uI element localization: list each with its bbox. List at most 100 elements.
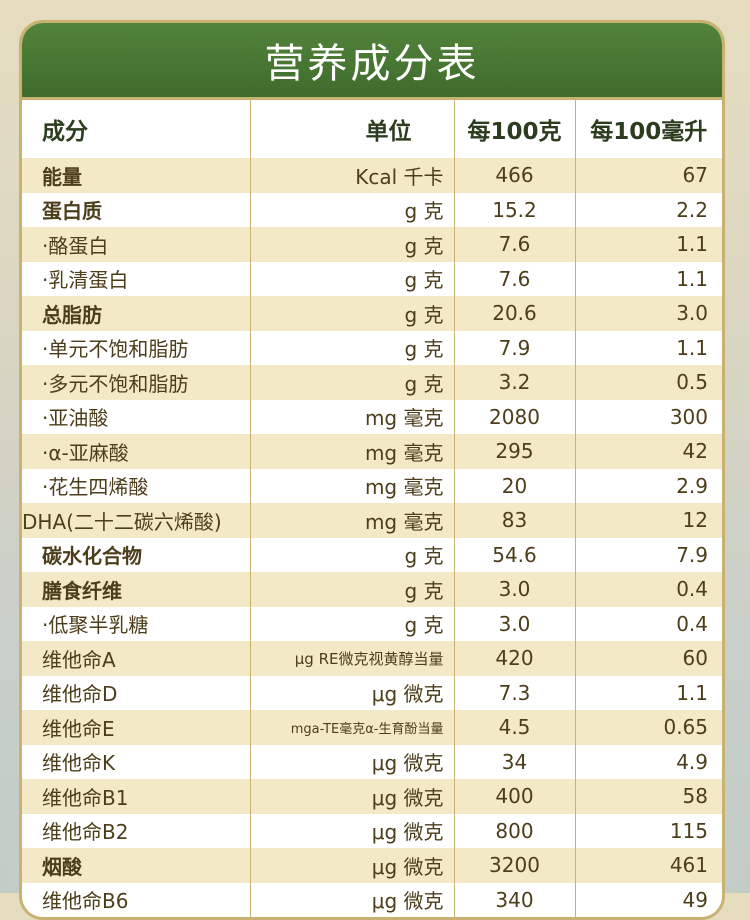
row-per-100g: 54.6 <box>454 537 576 572</box>
table-row: 维他命E mga-TE毫克α-生育酚当量 4.5 0.65 <box>22 710 722 745</box>
table-row: ·花生四烯酸 mg 毫克 20 2.9 <box>22 468 722 503</box>
column-header-unit: 单位 <box>250 100 455 158</box>
row-unit: g 克 <box>250 537 455 572</box>
row-per-100g: 7.6 <box>454 261 576 296</box>
row-unit: μg 微克 <box>250 848 455 883</box>
row-per-100ml: 300 <box>575 399 722 434</box>
row-per-100ml: 3.0 <box>575 296 722 331</box>
row-per-100g: 2080 <box>454 399 576 434</box>
table-row: ·单元不饱和脂肪 g 克 7.9 1.1 <box>22 330 722 365</box>
row-unit: g 克 <box>250 261 455 296</box>
row-name: ·亚油酸 <box>22 399 251 434</box>
row-name: ·α-亚麻酸 <box>22 434 251 469</box>
row-unit: μg 微克 <box>250 675 455 710</box>
row-unit: mg 毫克 <box>250 503 455 538</box>
row-per-100g: 83 <box>454 503 576 538</box>
row-per-100ml: 42 <box>575 434 722 469</box>
row-per-100ml: 49 <box>575 882 722 917</box>
row-name: 维他命K <box>22 744 251 779</box>
row-per-100ml: 58 <box>575 779 722 814</box>
row-per-100g: 7.3 <box>454 675 576 710</box>
row-name: 维他命D <box>22 675 251 710</box>
row-unit: μg 微克 <box>250 882 455 917</box>
row-name: 蛋白质 <box>22 192 251 227</box>
row-unit: mg 毫克 <box>250 399 455 434</box>
table-row: 烟酸 μg 微克 3200 461 <box>22 848 722 883</box>
row-name: 膳食纤维 <box>22 572 251 607</box>
column-header-per-100ml: 每100毫升 <box>590 119 708 145</box>
row-name: ·乳清蛋白 <box>22 261 251 296</box>
row-name: 维他命B2 <box>22 813 251 848</box>
table-row: 维他命B2 μg 微克 800 115 <box>22 813 722 848</box>
table-row: ·多元不饱和脂肪 g 克 3.2 0.5 <box>22 365 722 400</box>
row-name: ·花生四烯酸 <box>22 468 251 503</box>
row-unit: g 克 <box>250 606 455 641</box>
row-per-100g: 20.6 <box>454 296 576 331</box>
column-header-per-100g: 每100克 <box>454 100 576 158</box>
row-per-100ml: 2.9 <box>575 468 722 503</box>
row-name: ·酪蛋白 <box>22 227 251 262</box>
row-name: ·多元不饱和脂肪 <box>22 365 251 400</box>
row-per-100g: 3200 <box>454 848 576 883</box>
row-per-100g: 295 <box>454 434 576 469</box>
row-per-100ml: 67 <box>575 158 722 193</box>
row-per-100ml: 115 <box>575 813 722 848</box>
row-per-100ml: 4.9 <box>575 744 722 779</box>
row-name: DHA(二十二碳六烯酸) <box>22 503 251 538</box>
table-row: 能量 Kcal 千卡 466 67 <box>22 158 722 193</box>
table-row: DHA(二十二碳六烯酸) mg 毫克 83 12 <box>22 503 722 538</box>
row-unit: mg 毫克 <box>250 468 455 503</box>
row-unit: mg 毫克 <box>250 434 455 469</box>
row-per-100g: 15.2 <box>454 192 576 227</box>
row-unit: g 克 <box>250 192 455 227</box>
row-per-100ml: 461 <box>575 848 722 883</box>
table-row: 蛋白质 g 克 15.2 2.2 <box>22 192 722 227</box>
row-per-100ml: 2.2 <box>575 192 722 227</box>
row-per-100ml: 60 <box>575 641 722 676</box>
table-row: ·酪蛋白 g 克 7.6 1.1 <box>22 227 722 262</box>
table-row: 维他命B6 μg 微克 340 49 <box>22 882 722 917</box>
table-row: 维他命K μg 微克 34 4.9 <box>22 744 722 779</box>
row-per-100g: 3.0 <box>454 572 576 607</box>
row-name: 能量 <box>22 158 251 193</box>
row-per-100g: 3.2 <box>454 365 576 400</box>
nutrition-table: 成分 单位 每100克 每100毫升 能量 Kcal 千卡 466 67 蛋白质… <box>22 100 722 917</box>
row-unit: mga-TE毫克α-生育酚当量 <box>250 710 455 745</box>
row-unit: g 克 <box>250 227 455 262</box>
row-per-100g: 3.0 <box>454 606 576 641</box>
row-per-100ml: 1.1 <box>575 675 722 710</box>
row-per-100ml: 1.1 <box>575 330 722 365</box>
row-per-100ml: 12 <box>575 503 722 538</box>
panel-title: 营养成分表 <box>264 41 480 87</box>
row-unit: μg 微克 <box>250 779 455 814</box>
row-name: 维他命A <box>22 641 251 676</box>
table-row: 维他命B1 μg 微克 400 58 <box>22 779 722 814</box>
row-name: 碳水化合物 <box>22 537 251 572</box>
table-row: 总脂肪 g 克 20.6 3.0 <box>22 296 722 331</box>
table-row: 维他命A μg RE微克视黄醇当量 420 60 <box>22 641 722 676</box>
table-row: ·亚油酸 mg 毫克 2080 300 <box>22 399 722 434</box>
row-per-100g: 7.9 <box>454 330 576 365</box>
row-per-100ml: 0.5 <box>575 365 722 400</box>
row-per-100g: 34 <box>454 744 576 779</box>
row-unit: μg 微克 <box>250 813 455 848</box>
row-name: 维他命E <box>22 710 251 745</box>
row-per-100g: 466 <box>454 158 576 193</box>
table-row: ·低聚半乳糖 g 克 3.0 0.4 <box>22 606 722 641</box>
row-unit: g 克 <box>250 365 455 400</box>
row-name: ·单元不饱和脂肪 <box>22 330 251 365</box>
table-row: ·α-亚麻酸 mg 毫克 295 42 <box>22 434 722 469</box>
table-header-row: 成分 单位 每100克 每100毫升 <box>22 100 722 158</box>
row-unit: g 克 <box>250 572 455 607</box>
row-unit: μg RE微克视黄醇当量 <box>250 641 455 676</box>
row-unit: μg 微克 <box>250 744 455 779</box>
table-row: 碳水化合物 g 克 54.6 7.9 <box>22 537 722 572</box>
row-per-100g: 20 <box>454 468 576 503</box>
row-per-100ml: 1.1 <box>575 261 722 296</box>
row-per-100ml: 7.9 <box>575 537 722 572</box>
table-row: 膳食纤维 g 克 3.0 0.4 <box>22 572 722 607</box>
nutrition-panel: 营养成分表 成分 单位 每100克 每100毫升 能量 Kcal 千卡 466 … <box>19 20 725 920</box>
row-name: 烟酸 <box>22 848 251 883</box>
row-name: ·低聚半乳糖 <box>22 606 251 641</box>
header-divider <box>22 97 722 100</box>
